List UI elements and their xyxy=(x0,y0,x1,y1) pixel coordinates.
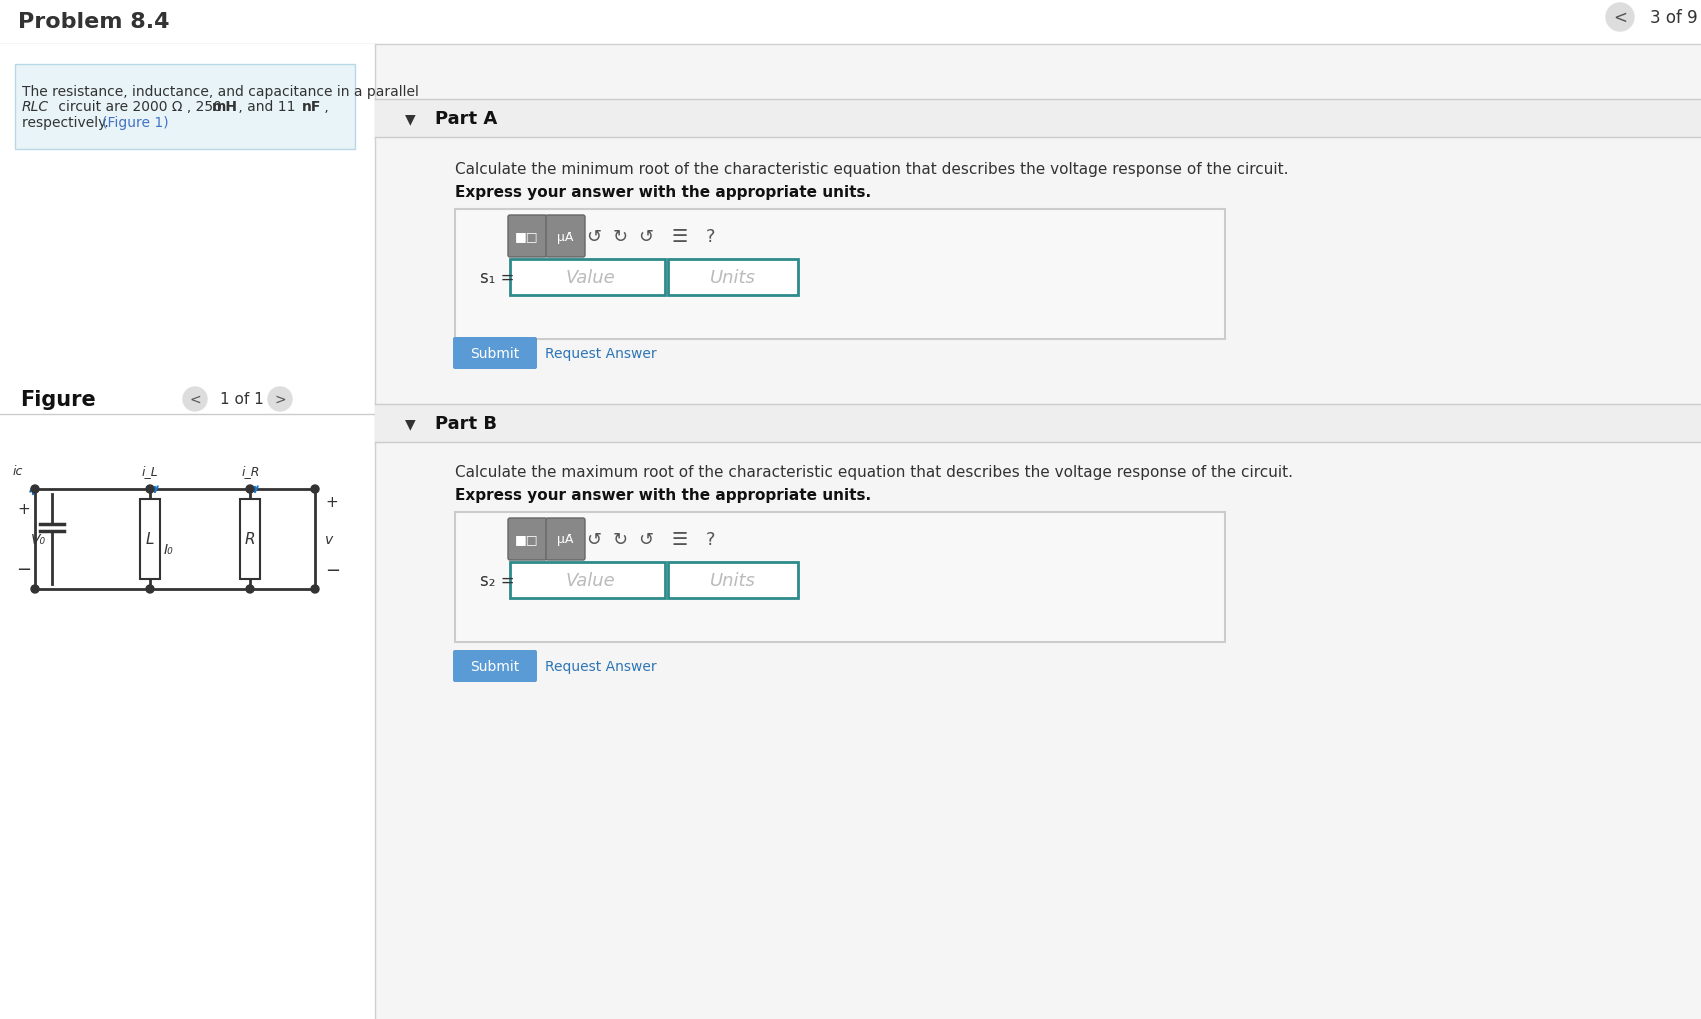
Circle shape xyxy=(311,586,320,593)
Text: Calculate the minimum root of the characteristic equation that describes the vol: Calculate the minimum root of the charac… xyxy=(454,162,1288,177)
Circle shape xyxy=(146,485,155,493)
Text: +: + xyxy=(325,494,338,510)
Text: iᴄ: iᴄ xyxy=(12,465,24,478)
Circle shape xyxy=(311,485,320,493)
Text: Part A: Part A xyxy=(435,110,497,127)
Text: Part B: Part B xyxy=(435,415,497,433)
Text: 1 of 1: 1 of 1 xyxy=(219,392,264,408)
Text: ?: ? xyxy=(706,228,714,246)
Text: ↺: ↺ xyxy=(587,531,602,548)
FancyBboxPatch shape xyxy=(454,513,1225,642)
Text: ▼: ▼ xyxy=(405,112,415,126)
Text: Value: Value xyxy=(565,572,614,589)
Text: ?: ? xyxy=(706,531,714,548)
FancyBboxPatch shape xyxy=(374,100,1701,138)
FancyBboxPatch shape xyxy=(240,499,260,580)
FancyBboxPatch shape xyxy=(510,260,665,296)
Text: Problem 8.4: Problem 8.4 xyxy=(19,12,170,32)
Text: Request Answer: Request Answer xyxy=(544,659,657,674)
FancyBboxPatch shape xyxy=(509,519,548,560)
Text: circuit are 2000 Ω , 250: circuit are 2000 Ω , 250 xyxy=(54,100,226,114)
Text: −: − xyxy=(325,561,340,580)
FancyBboxPatch shape xyxy=(454,210,1225,339)
Circle shape xyxy=(247,586,253,593)
Text: , and 11: , and 11 xyxy=(235,100,299,114)
Text: nF: nF xyxy=(303,100,321,114)
FancyBboxPatch shape xyxy=(374,405,1701,442)
Text: μȦ: μȦ xyxy=(556,230,573,244)
FancyBboxPatch shape xyxy=(509,216,548,258)
FancyBboxPatch shape xyxy=(15,65,356,150)
Text: −: − xyxy=(17,560,32,579)
Text: ▼: ▼ xyxy=(405,417,415,431)
FancyBboxPatch shape xyxy=(668,260,798,296)
Text: +: + xyxy=(17,502,31,517)
Text: respectively.: respectively. xyxy=(22,116,114,129)
Circle shape xyxy=(31,586,39,593)
Text: L: L xyxy=(146,532,155,547)
Text: ■□: ■□ xyxy=(515,533,539,546)
Text: V₀: V₀ xyxy=(31,533,46,546)
Text: <: < xyxy=(1613,9,1626,26)
Text: μȦ: μȦ xyxy=(556,533,573,546)
Text: I₀: I₀ xyxy=(163,542,174,556)
Text: Figure: Figure xyxy=(20,389,95,410)
FancyBboxPatch shape xyxy=(139,499,160,580)
Text: ↺: ↺ xyxy=(638,228,653,246)
Text: RLC: RLC xyxy=(22,100,49,114)
Text: v: v xyxy=(325,533,333,546)
Circle shape xyxy=(31,485,39,493)
Text: Units: Units xyxy=(709,572,755,589)
FancyBboxPatch shape xyxy=(668,562,798,598)
Text: Submit: Submit xyxy=(471,659,519,674)
Text: The resistance, inductance, and capacitance in a parallel: The resistance, inductance, and capacita… xyxy=(22,85,418,99)
Text: i_R: i_R xyxy=(242,465,260,478)
Text: ☰: ☰ xyxy=(672,228,689,246)
Text: i_L: i_L xyxy=(141,465,158,478)
Text: Units: Units xyxy=(709,269,755,286)
Text: ,: , xyxy=(320,100,328,114)
Text: R: R xyxy=(245,532,255,547)
FancyBboxPatch shape xyxy=(452,650,538,683)
FancyBboxPatch shape xyxy=(0,45,374,1019)
Text: (Figure 1): (Figure 1) xyxy=(102,116,168,129)
Circle shape xyxy=(247,485,253,493)
Circle shape xyxy=(1606,4,1635,32)
FancyBboxPatch shape xyxy=(0,45,1701,1019)
Text: Calculate the maximum root of the characteristic equation that describes the vol: Calculate the maximum root of the charac… xyxy=(454,465,1293,480)
Circle shape xyxy=(146,586,155,593)
Text: <: < xyxy=(189,392,201,407)
Text: Request Answer: Request Answer xyxy=(544,346,657,361)
Text: mH: mH xyxy=(213,100,238,114)
Circle shape xyxy=(269,387,293,412)
FancyBboxPatch shape xyxy=(452,337,538,370)
Text: s₂ =: s₂ = xyxy=(480,572,515,589)
FancyBboxPatch shape xyxy=(510,562,665,598)
Text: ↻: ↻ xyxy=(612,228,628,246)
Text: Submit: Submit xyxy=(471,346,519,361)
Text: Express your answer with the appropriate units.: Express your answer with the appropriate… xyxy=(454,487,871,502)
Text: ↺: ↺ xyxy=(587,228,602,246)
Text: Value: Value xyxy=(565,269,614,286)
Text: ↻: ↻ xyxy=(612,531,628,548)
Text: ■□: ■□ xyxy=(515,230,539,244)
FancyBboxPatch shape xyxy=(546,216,585,258)
Text: ☰: ☰ xyxy=(672,531,689,548)
Text: 3 of 9: 3 of 9 xyxy=(1650,9,1698,26)
Circle shape xyxy=(184,387,208,412)
Text: ↺: ↺ xyxy=(638,531,653,548)
FancyBboxPatch shape xyxy=(0,0,1701,45)
FancyBboxPatch shape xyxy=(546,519,585,560)
Text: Express your answer with the appropriate units.: Express your answer with the appropriate… xyxy=(454,184,871,200)
Text: >: > xyxy=(274,392,286,407)
Text: s₁ =: s₁ = xyxy=(480,269,514,286)
